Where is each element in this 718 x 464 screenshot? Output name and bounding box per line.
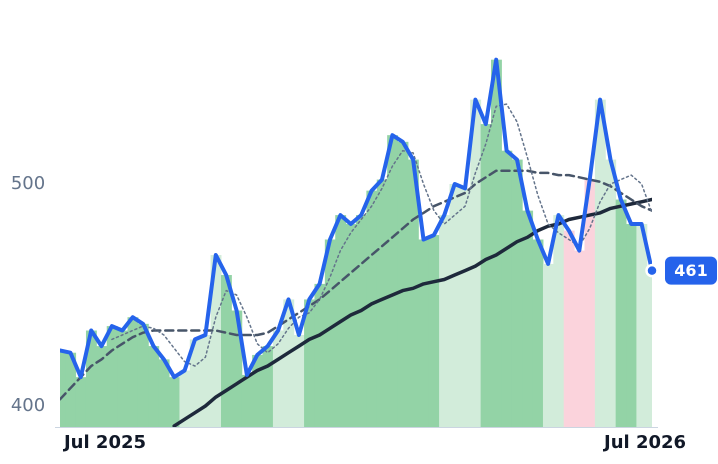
area-column: [646, 270, 652, 427]
last-point: [645, 263, 659, 278]
area-column: [262, 346, 274, 427]
area-column: [574, 250, 585, 427]
series-line: [60, 169, 652, 401]
area-column: [117, 330, 129, 427]
area-column: [200, 334, 212, 427]
series-line: [111, 103, 652, 367]
x-tick-label: Jul 2025: [62, 432, 146, 453]
area-column: [127, 317, 139, 427]
area-column: [293, 334, 305, 427]
series-line: [60, 57, 652, 380]
area-column: [522, 210, 534, 427]
area-column: [418, 239, 430, 427]
area-column: [85, 330, 97, 427]
area-column: [532, 239, 544, 427]
area-column: [137, 323, 149, 427]
last-value-pill: [665, 256, 717, 285]
area-column: [158, 359, 170, 427]
area-column: [459, 188, 471, 427]
area-layer: [60, 59, 652, 427]
area-column: [148, 346, 160, 427]
area-column: [189, 339, 201, 427]
area-column: [106, 326, 118, 427]
overlay: 400 500 Jul 2025 Jul 2026 461: [11, 173, 717, 453]
area-column: [553, 215, 565, 427]
area-column: [272, 330, 284, 427]
area-column: [283, 299, 295, 427]
area-column: [511, 159, 523, 427]
area-column: [501, 150, 513, 427]
area-column: [241, 374, 253, 427]
area-column: [563, 230, 575, 427]
area-column: [449, 184, 461, 427]
area-column: [470, 99, 482, 427]
area-column: [366, 190, 378, 427]
area-column: [584, 179, 596, 427]
area-column: [439, 215, 450, 427]
area-column: [231, 310, 243, 427]
area-column: [615, 199, 627, 427]
area-column: [60, 350, 66, 427]
area-column: [96, 346, 108, 427]
x-tick-label: Jul 2026: [602, 432, 686, 453]
area-column: [428, 235, 440, 427]
area-column: [407, 159, 419, 427]
line-layer: [60, 57, 652, 427]
area-column: [220, 275, 232, 427]
area-column: [491, 59, 502, 427]
last-value-label: 461: [674, 261, 707, 280]
area-column: [636, 223, 648, 427]
area-column: [387, 135, 399, 427]
area-column: [605, 159, 617, 427]
area-column: [252, 354, 264, 427]
area-column: [594, 99, 606, 427]
area-column: [345, 223, 357, 427]
area-column: [626, 223, 637, 427]
area-column: [169, 377, 180, 427]
area-column: [75, 377, 87, 427]
area-column: [210, 255, 222, 427]
y-tick-label: 400: [11, 395, 45, 416]
area-column: [397, 141, 409, 427]
y-tick-label: 500: [11, 173, 45, 194]
series-line: [172, 197, 652, 427]
area-column: [356, 215, 367, 427]
area-column: [324, 239, 336, 427]
area-column: [314, 283, 326, 427]
area-column: [179, 370, 191, 427]
area-column: [542, 263, 554, 427]
area-column: [304, 299, 315, 427]
area-column: [480, 124, 492, 427]
area-column: [376, 179, 388, 427]
area-column: [65, 352, 77, 427]
